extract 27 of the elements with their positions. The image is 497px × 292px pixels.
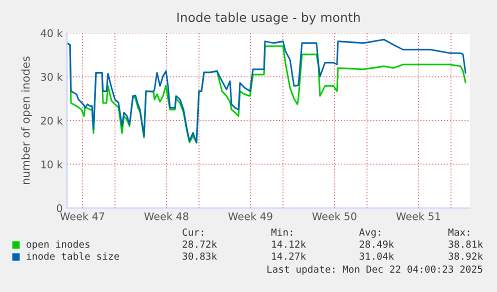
y-tick-label: 0 [56, 204, 62, 212]
x-tick-label: Week 51 [396, 212, 440, 220]
text: 28.49k [360, 240, 394, 248]
text: 28.72k [182, 240, 217, 248]
text: 38.81k [448, 240, 483, 248]
text: 14.12k [272, 240, 306, 248]
text: 38.92k [448, 252, 483, 260]
legend-label: inode table size [26, 252, 120, 260]
y-tick-label: 20 k [41, 116, 63, 125]
x-tick-label: Week 49 [228, 212, 272, 220]
y-tick-label: 30 k [41, 72, 63, 81]
text: Max: [448, 228, 470, 236]
x-tick-label: Week 47 [60, 212, 104, 220]
text: 14.27k [272, 252, 306, 260]
y-tick-label: 10 k [41, 160, 63, 168]
text: Min: [271, 228, 292, 236]
text: Cur: [182, 228, 204, 236]
x-tick-label: Week 50 [312, 212, 356, 220]
legend-label: open inodes [26, 240, 90, 250]
text: Last update: Mon Dec 22 04:00:23 2025 [267, 265, 482, 275]
text: Avg: [359, 228, 380, 238]
text: 31.04k [360, 252, 394, 260]
y-tick-label: 40 k [40, 29, 63, 38]
text: 30.83k [182, 252, 217, 260]
y-axis-title: number of open inodes [21, 56, 32, 184]
x-tick-label: Week 48 [144, 212, 188, 220]
chart-title: Inode table usage - by month [177, 12, 360, 24]
